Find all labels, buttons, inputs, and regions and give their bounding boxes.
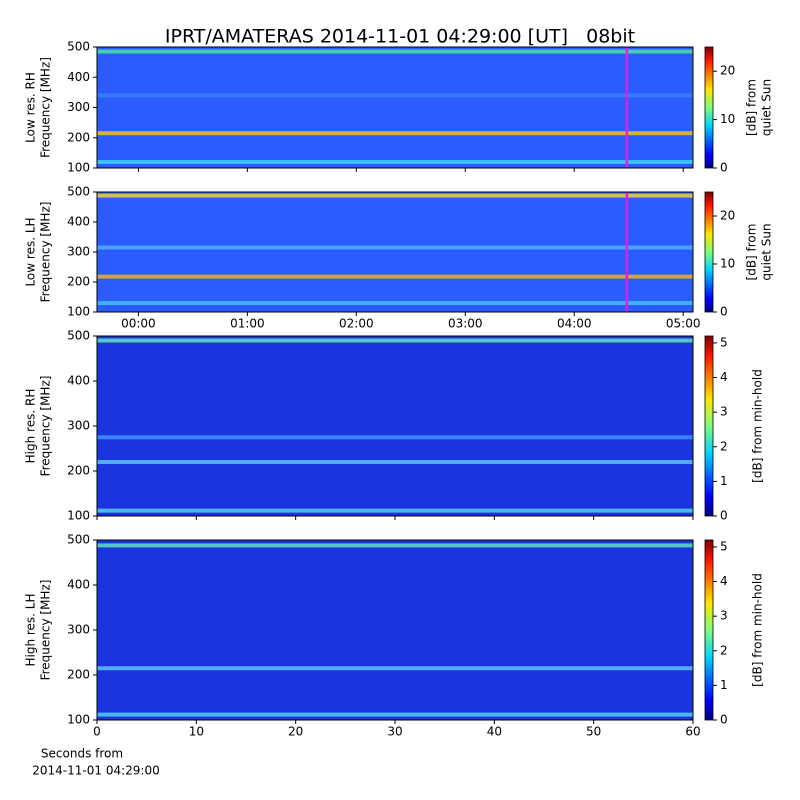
y-tick-label: 400 [67,215,90,229]
colorbar-label: quiet Sun [760,223,774,280]
colorbar-tick-label: 0 [720,713,728,727]
colorbar-label: [dB] from [745,79,759,136]
emission-band [97,159,693,164]
colorbar-tick-label: 2 [720,439,728,453]
x-axis-label: 2014-11-01 04:29:00 [32,764,159,778]
y-axis-label: High res. RH [24,389,38,464]
colorbar-tick-label: 1 [720,474,728,488]
colorbar-tick-label: 4 [720,370,728,384]
colorbar-label: quiet Sun [760,79,774,136]
x-tick-label: 0 [93,725,101,739]
emission-band [97,274,693,279]
colorbar [704,539,714,721]
emission-band [97,131,693,136]
emission-band [97,712,693,717]
x-tick-label: 20 [288,725,303,739]
y-tick-label: 300 [67,623,90,637]
emission-band [97,338,693,343]
emission-band [97,245,693,250]
colorbar-tick-label: 3 [720,405,728,419]
colorbar-tick-label: 3 [720,609,728,623]
colorbar-label: [dB] from [745,224,759,281]
y-axis-label: Frequency [MHz] [39,580,53,681]
x-tick-label: 00:00 [121,317,156,331]
colorbar [704,335,714,517]
x-tick-label: 40 [487,725,502,739]
y-tick-label: 500 [67,533,90,547]
y-tick-label: 400 [67,578,90,592]
spectrogram [97,336,693,516]
colorbar-tick-label: 0 [720,161,728,175]
colorbar-label: [dB] from min-hold [751,369,765,483]
y-tick-label: 200 [67,464,90,478]
figure-title: IPRT/AMATERAS 2014-11-01 04:29:00 [UT] 0… [165,26,635,48]
emission-band [97,193,693,198]
colorbar-tick-label: 5 [720,335,728,349]
y-axis-label: Low res. RH [24,72,38,143]
x-tick-label: 50 [586,725,601,739]
y-tick-label: 500 [67,40,90,54]
emission-band [97,460,693,464]
colorbar-tick-label: 10 [720,112,735,126]
y-tick-label: 100 [67,305,90,319]
x-tick-label: 10 [189,725,204,739]
y-tick-label: 100 [67,161,90,175]
y-tick-label: 100 [67,509,90,523]
y-axis-label: High res. LH [24,593,38,666]
emission-band [97,666,693,671]
colorbar [704,46,714,169]
x-tick-label: 04:00 [557,317,592,331]
x-tick-label: 60 [685,725,700,739]
colorbar-tick-label: 0 [720,509,728,523]
x-tick-label: 03:00 [448,317,483,331]
y-tick-label: 200 [67,275,90,289]
emission-band [97,508,693,513]
y-axis-label: Frequency [MHz] [39,376,53,477]
colorbar-tick-label: 20 [720,64,735,78]
colorbar-tick-label: 1 [720,678,728,692]
y-tick-label: 400 [67,374,90,388]
emission-band [97,49,693,54]
colorbar-label: [dB] from min-hold [751,573,765,687]
colorbar-tick-label: 2 [720,643,728,657]
x-tick-label: 01:00 [230,317,265,331]
x-tick-label: 05:00 [666,317,701,331]
y-tick-label: 300 [67,245,90,259]
colorbar-tick-label: 0 [720,305,728,319]
spectrogram [97,192,693,312]
spectrogram [97,47,693,168]
colorbar-tick-label: 10 [720,257,735,271]
spectrogram [97,540,693,720]
y-tick-label: 100 [67,713,90,727]
colorbar-tick-label: 4 [720,574,728,588]
y-tick-label: 500 [67,329,90,343]
x-tick-label: 30 [387,725,402,739]
colorbar-tick-label: 20 [720,209,735,223]
emission-band [97,435,693,440]
x-tick-label: 02:00 [339,317,374,331]
y-tick-label: 300 [67,419,90,433]
emission-band [97,93,693,98]
y-axis-label: Frequency [MHz] [39,57,53,158]
y-axis-label: Frequency [MHz] [39,202,53,303]
y-tick-label: 500 [67,185,90,199]
x-axis-label: Seconds from [41,747,123,761]
y-tick-label: 400 [67,70,90,84]
colorbar [704,191,714,313]
colorbar-tick-label: 5 [720,539,728,553]
emission-band [97,301,693,305]
y-tick-label: 200 [67,668,90,682]
emission-band [97,543,693,548]
y-axis-label: Low res. LH [24,217,38,286]
y-tick-label: 300 [67,100,90,114]
y-tick-label: 200 [67,130,90,144]
